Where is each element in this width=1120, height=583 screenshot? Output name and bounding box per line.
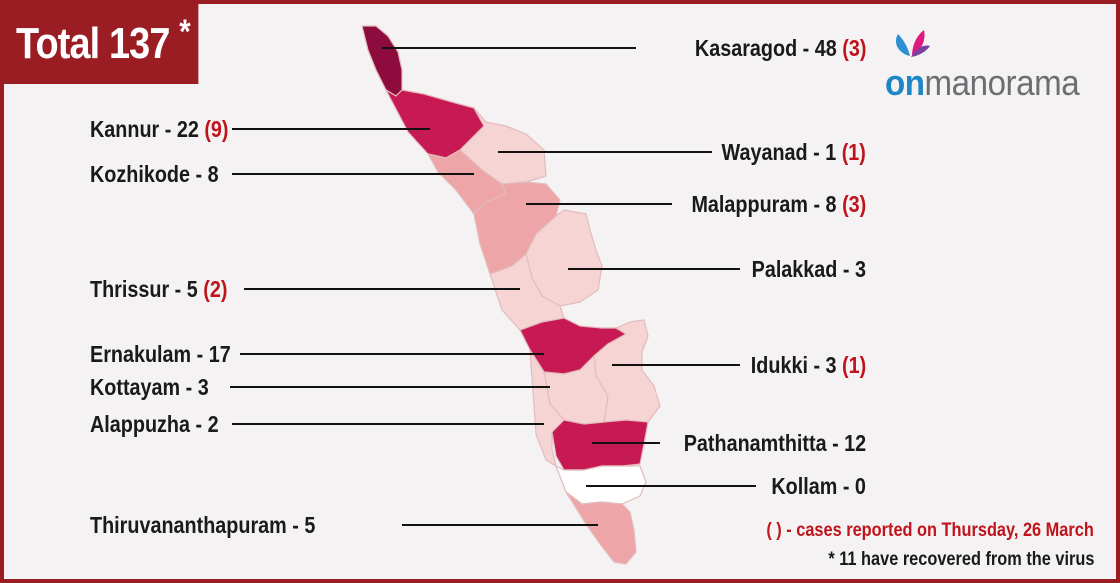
district-cases: 22 (176, 116, 199, 142)
district-thiruvananthapuram (565, 491, 637, 565)
district-cases: 1 (825, 139, 837, 165)
district-recent: (2) (203, 276, 228, 302)
district-kasaragod (361, 25, 403, 97)
district-cases: 5 (304, 512, 316, 538)
onmanorama-logo: onmanorama (882, 26, 1112, 106)
district-name: Kannur (90, 116, 160, 142)
label-idukki: Idukki - 3 (1) (750, 352, 866, 378)
district-cases: 5 (186, 276, 198, 302)
district-cases: 48 (814, 35, 837, 61)
district-name: Kozhikode (90, 161, 191, 187)
label-kollam: Kollam - 0 (771, 473, 866, 499)
label-wayanad: Wayanad - 1 (1) (721, 139, 866, 165)
district-name: Kasaragod (694, 35, 797, 61)
district-cases: 8 (207, 161, 219, 187)
label-thrissur: Thrissur - 5 (2) (90, 276, 228, 302)
label-thiruvananthapuram: Thiruvananthapuram - 5 (90, 512, 316, 538)
district-name: Palakkad (751, 256, 838, 282)
label-alappuzha: Alappuzha - 2 (90, 411, 219, 437)
label-malappuram: Malappuram - 8 (3) (691, 191, 866, 217)
district-recent: (9) (204, 116, 229, 142)
district-recent: (1) (841, 139, 866, 165)
label-kottayam: Kottayam - 3 (90, 374, 209, 400)
logo-on: on (885, 62, 925, 103)
district-name: Thrissur (90, 276, 170, 302)
district-cases: 3 (197, 374, 209, 400)
district-pathanamthitta (551, 419, 649, 471)
district-name: Kollam (771, 473, 838, 499)
district-thrissur (489, 253, 565, 331)
district-recent: (3) (841, 35, 866, 61)
district-wayanad (459, 107, 547, 185)
total-badge: Total 137 * (4, 4, 199, 84)
district-cases: 3 (825, 352, 837, 378)
label-ernakulam: Ernakulam - 17 (90, 341, 231, 367)
district-name: Idukki (750, 352, 808, 378)
district-name: Kottayam (90, 374, 181, 400)
logo-manorama: manorama (924, 62, 1080, 103)
label-palakkad: Palakkad - 3 (751, 256, 866, 282)
kerala-map (230, 25, 756, 565)
label-kannur: Kannur - 22 (9) (90, 116, 229, 142)
district-name: Wayanad (721, 139, 808, 165)
district-cases: 0 (854, 473, 866, 499)
logo-wordmark: onmanorama (885, 62, 1080, 104)
total-asterisk: * (179, 13, 190, 51)
recent-cases-note: ( ) - cases reported on Thursday, 26 Mar… (766, 520, 1094, 541)
label-pathanamthitta: Pathanamthitta - 12 (683, 430, 866, 456)
district-name: Alappuzha (90, 411, 191, 437)
district-cases: 3 (854, 256, 866, 282)
district-cases: 17 (208, 341, 231, 367)
label-kozhikode: Kozhikode - 8 (90, 161, 219, 187)
butterfly-logo-icon (895, 30, 930, 57)
district-cases: 12 (843, 430, 866, 456)
district-cases: 2 (207, 411, 219, 437)
district-name: Ernakulam (90, 341, 192, 367)
label-kasaragod: Kasaragod - 48 (3) (694, 35, 866, 61)
recovered-note: * 11 have recovered from the virus (827, 549, 1094, 570)
total-label: Total 137 (16, 19, 170, 68)
district-name: Pathanamthitta (683, 430, 827, 456)
district-name: Thiruvananthapuram (90, 512, 287, 538)
district-recent: (1) (841, 352, 866, 378)
district-recent: (3) (841, 191, 866, 217)
district-name: Malappuram (691, 191, 808, 217)
district-cases: 8 (825, 191, 837, 217)
